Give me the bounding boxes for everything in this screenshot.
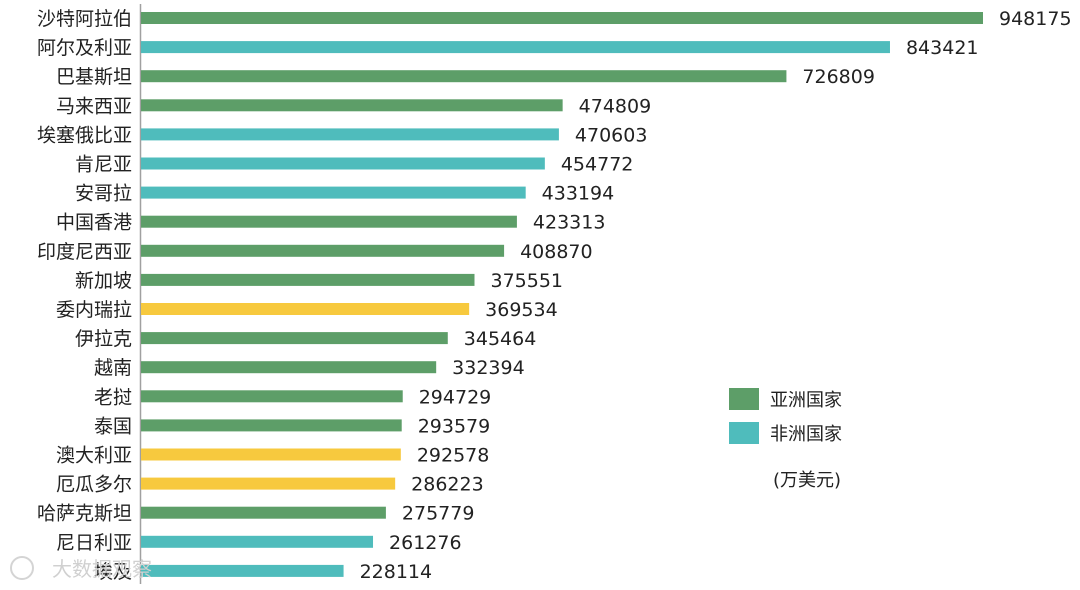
category-label-19: 尼日利亚: [56, 532, 132, 554]
value-labels: 948175 843421 726809 474809 470603 454772 4331…: [360, 8, 1072, 583]
category-label-3: 巴基斯坦: [56, 66, 132, 88]
bar-15: [141, 419, 402, 432]
value-label-13: 332394: [452, 357, 525, 379]
category-label-11: 委内瑞拉: [56, 299, 132, 321]
bar-14: [141, 390, 403, 403]
value-label-7: 433194: [542, 183, 615, 205]
value-label-3: 726809: [802, 66, 875, 88]
value-label-18: 275779: [402, 503, 475, 525]
category-label-17: 厄瓜多尔: [56, 474, 132, 496]
legend-label-asia: 亚洲国家: [770, 390, 842, 411]
category-label-13: 越南: [94, 357, 132, 379]
value-label-20: 228114: [360, 561, 433, 583]
bar-6: [141, 157, 545, 170]
legend: 亚洲国家 非洲国家: [729, 388, 842, 445]
value-label-15: 293579: [418, 415, 491, 437]
bar-18: [141, 506, 386, 519]
bar-11: [141, 303, 470, 315]
value-label-2: 843421: [906, 37, 979, 59]
bar-12: [141, 332, 448, 345]
bar-2: [141, 41, 890, 54]
bar-13: [141, 361, 437, 374]
value-label-8: 423313: [533, 212, 606, 234]
bar-19: [141, 535, 374, 548]
category-label-14: 老挝: [94, 386, 132, 408]
bar-1: [141, 12, 983, 24]
category-labels: 沙特阿拉伯阿尔及利亚巴基斯坦马来西亚埃塞俄比亚肯尼亚安哥拉中国香港印度尼西亚新加…: [37, 8, 132, 583]
legend-swatch-africa: [729, 422, 759, 444]
bar-20: [141, 564, 344, 577]
category-label-7: 安哥拉: [75, 183, 132, 205]
value-label-4: 474809: [579, 95, 652, 117]
category-label-20: 埃及: [94, 561, 132, 583]
value-label-19: 261276: [389, 532, 462, 554]
category-label-18: 哈萨克斯坦: [37, 503, 132, 525]
bars-layer: [141, 12, 983, 577]
bar-16: [141, 448, 401, 461]
category-label-1: 沙特阿拉伯: [37, 8, 132, 30]
category-label-2: 阿尔及利亚: [37, 37, 132, 59]
value-label-12: 345464: [464, 328, 537, 350]
value-label-6: 454772: [561, 154, 634, 176]
category-label-12: 伊拉克: [75, 328, 132, 350]
value-label-14: 294729: [419, 386, 492, 408]
bar-10: [141, 273, 475, 286]
legend-swatch-asia: [729, 388, 759, 410]
value-label-10: 375551: [490, 270, 563, 292]
watermark-text: 大数据观察: [52, 557, 152, 581]
legend-label-africa: 非洲国家: [770, 424, 842, 445]
value-label-16: 292578: [417, 445, 490, 467]
category-label-10: 新加坡: [75, 270, 132, 292]
watermark: 大数据观察: [10, 556, 152, 581]
category-label-8: 中国香港: [56, 212, 132, 234]
category-label-4: 马来西亚: [56, 95, 132, 117]
watermark-logo-icon: [10, 556, 34, 580]
category-label-5: 埃塞俄比亚: [37, 124, 132, 146]
unit-label: (万美元): [773, 470, 841, 491]
value-label-17: 286223: [411, 474, 484, 496]
bar-5: [141, 128, 559, 141]
category-label-6: 肯尼亚: [75, 154, 132, 176]
value-label-5: 470603: [575, 124, 648, 146]
value-label-9: 408870: [520, 241, 593, 263]
bar-3: [141, 70, 787, 83]
value-label-11: 369534: [485, 299, 558, 321]
category-label-9: 印度尼西亚: [37, 241, 132, 263]
category-label-16: 澳大利亚: [56, 445, 132, 467]
bar-7: [141, 186, 526, 199]
bar-8: [141, 215, 517, 228]
bar-9: [141, 244, 505, 257]
bar-4: [141, 99, 563, 112]
category-label-15: 泰国: [94, 415, 132, 437]
value-label-1: 948175: [999, 8, 1072, 30]
bar-17: [141, 477, 396, 490]
